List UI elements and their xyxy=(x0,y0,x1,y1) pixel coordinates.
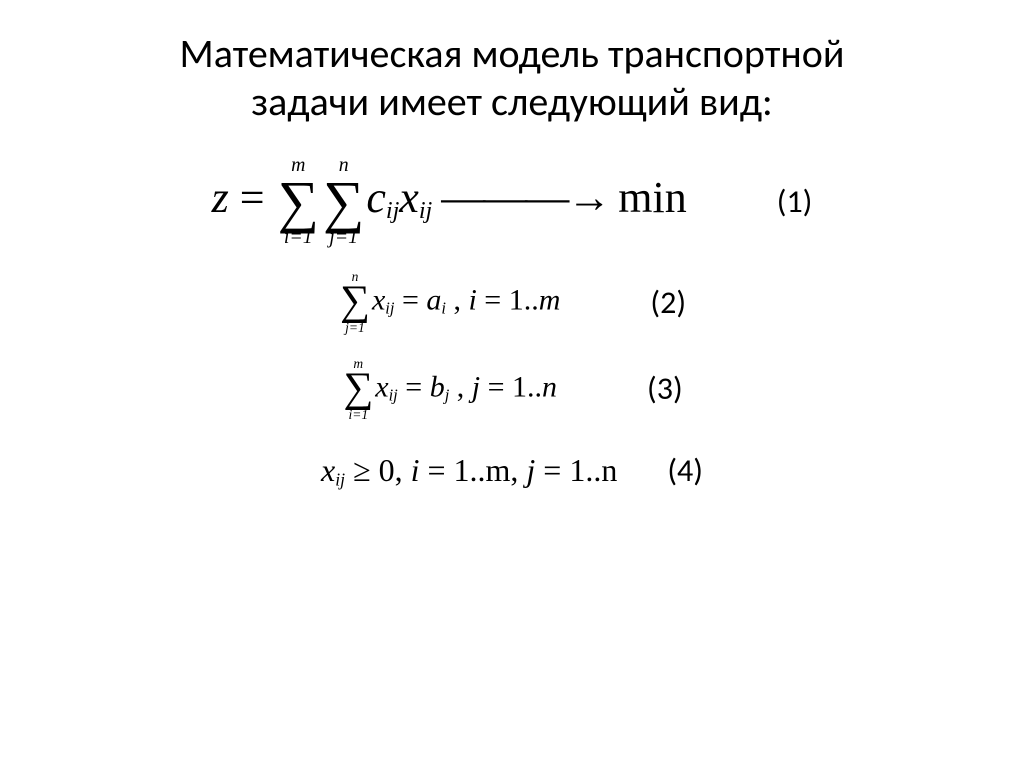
sigma-icon: ∑ xyxy=(340,283,370,321)
eq3-b: b xyxy=(430,370,445,403)
slide: Математическая модель транспортной задач… xyxy=(0,0,1024,768)
eq4-ge: ≥ xyxy=(345,452,379,488)
eq1-c: c xyxy=(366,173,386,222)
eq3-x: x xyxy=(375,370,388,403)
eq1-lhs: z xyxy=(212,173,229,222)
eq2-eq2: = xyxy=(477,283,509,316)
eq3-range: 1.. xyxy=(512,370,542,403)
sigma-icon: ∑ xyxy=(278,176,319,228)
eq3-comma: , xyxy=(449,370,472,403)
eq4-eq2: = xyxy=(535,452,569,488)
eq1-equals: = xyxy=(229,173,276,222)
eq1-x: x xyxy=(399,173,419,222)
eq1-x-sub: ij xyxy=(419,197,432,224)
eq1-min: min xyxy=(618,173,686,222)
eq3-j: j xyxy=(472,370,480,403)
equation-3: m ∑ i=1 xij = bj , j = 1..n xyxy=(341,357,557,422)
equation-row-3: m ∑ i=1 xij = bj , j = 1..n (3) xyxy=(60,357,964,422)
eq1-sum2-bot: j=1 xyxy=(329,228,358,248)
eq3-eq: = xyxy=(398,370,430,403)
eq4-x-sub: ij xyxy=(335,469,345,489)
eq3-eq2: = xyxy=(480,370,512,403)
title-line-2: задачи имеет следующий вид: xyxy=(251,77,773,126)
equation-4: xij ≥ 0, i = 1..m, j = 1..n xyxy=(321,452,617,490)
eq2-sum: n ∑ j=1 xyxy=(340,270,370,335)
eq2-x: x xyxy=(372,283,385,316)
eq2-sum-bot: j=1 xyxy=(345,321,365,335)
eq3-n: n xyxy=(542,370,557,403)
eq2-i: i xyxy=(468,283,476,316)
eq3-sum-bot: i=1 xyxy=(348,408,368,422)
eq2-comma: , xyxy=(446,283,469,316)
eq1-sum2: n ∑ j=1 xyxy=(323,156,364,248)
eq2-eq: = xyxy=(394,283,426,316)
eq2-m: m xyxy=(539,283,561,316)
eq4-r1: 1..m, xyxy=(454,452,527,488)
eq4-eq1: = xyxy=(419,452,453,488)
slide-title: Математическая модель транспортной задач… xyxy=(60,30,964,126)
eq3-x-sub: ij xyxy=(389,385,398,404)
eq2-range: 1.. xyxy=(509,283,539,316)
equation-label-2: (2) xyxy=(650,283,686,322)
eq4-zero: 0, xyxy=(379,452,411,488)
equation-row-4: xij ≥ 0, i = 1..m, j = 1..n (4) xyxy=(60,451,964,490)
eq4-r2: 1..n xyxy=(569,452,617,488)
equation-label-1: (1) xyxy=(777,182,813,221)
eq1-sum1: m ∑ i=1 xyxy=(278,156,319,248)
eq2-a: a xyxy=(426,283,441,316)
eq3-sum: m ∑ i=1 xyxy=(343,357,373,422)
sigma-icon: ∑ xyxy=(323,176,364,228)
eq1-sum1-bot: i=1 xyxy=(284,228,313,248)
equation-label-3: (3) xyxy=(647,369,683,408)
eq4-j: j xyxy=(526,452,535,488)
equation-label-4: (4) xyxy=(667,451,703,490)
sigma-icon: ∑ xyxy=(343,370,373,408)
equation-2: n ∑ j=1 xij = ai , i = 1..m xyxy=(338,270,560,335)
arrow-icon: ———→ xyxy=(432,173,618,222)
title-line-1: Математическая модель транспортной xyxy=(180,29,845,78)
equation-row-2: n ∑ j=1 xij = ai , i = 1..m (2) xyxy=(60,270,964,335)
eq4-x: x xyxy=(321,452,335,488)
equation-1: z = m ∑ i=1 n ∑ j=1 cijxij ———→ min xyxy=(212,156,687,248)
equation-row-1: z = m ∑ i=1 n ∑ j=1 cijxij ———→ min (1) xyxy=(60,156,964,248)
eq1-c-sub: ij xyxy=(386,197,399,224)
